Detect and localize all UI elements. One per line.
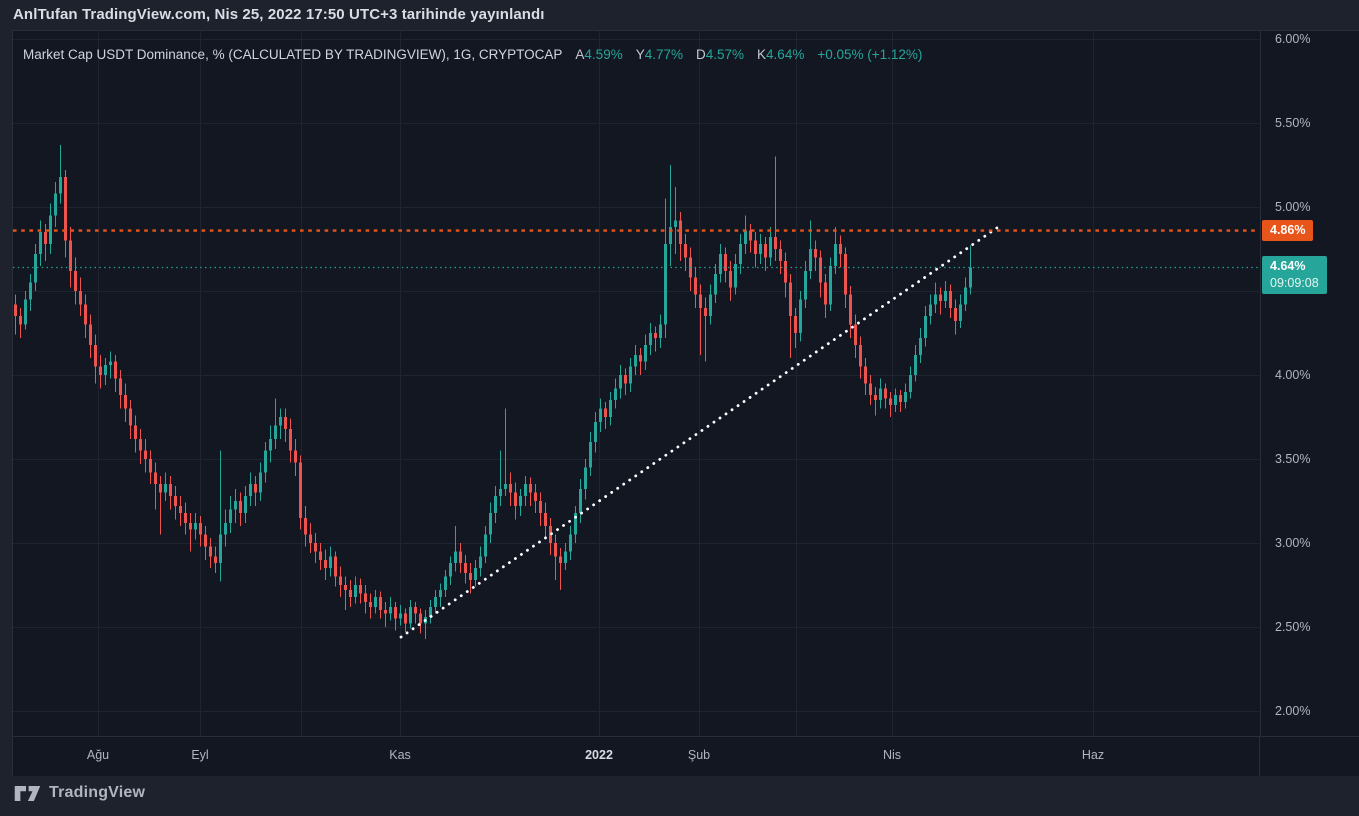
- chart-panel[interactable]: Market Cap USDT Dominance, % (CALCULATED…: [12, 30, 1359, 777]
- symbol-title: Market Cap USDT Dominance, % (CALCULATED…: [23, 47, 563, 62]
- axis-corner-separator: [1259, 737, 1260, 777]
- time-axis[interactable]: Ağu Eyl Kas 2022 Şub Nis Haz: [13, 736, 1359, 777]
- low-label: D: [696, 47, 706, 62]
- close-value: 4.64%: [766, 47, 805, 62]
- time-tick-label: 2022: [585, 748, 613, 762]
- symbol-legend[interactable]: Market Cap USDT Dominance, % (CALCULATED…: [23, 47, 922, 65]
- high-label: Y: [635, 47, 645, 62]
- last-price-value: 4.64%: [1270, 259, 1306, 274]
- candlestick-chart-canvas[interactable]: [13, 31, 1259, 736]
- tradingview-logo-icon: [14, 785, 41, 801]
- price-tick-label: 5.00%: [1275, 200, 1311, 214]
- time-tick-label: Şub: [687, 748, 711, 762]
- time-tick-label: Nis: [882, 748, 902, 762]
- close-label: K: [757, 47, 767, 62]
- tradingview-brand-text: TradingView: [49, 784, 146, 801]
- high-value: 4.77%: [644, 47, 683, 62]
- price-tick-label: 3.00%: [1275, 536, 1311, 550]
- last-price-badge[interactable]: 4.64% 09:09:08: [1262, 256, 1327, 295]
- open-label: A: [575, 47, 585, 62]
- time-tick-label: Eyl: [191, 748, 209, 762]
- time-tick-label: Ağu: [86, 748, 110, 762]
- price-tick-label: 5.50%: [1275, 116, 1311, 130]
- bar-countdown: 09:09:08: [1270, 276, 1319, 291]
- price-tick-label: 2.50%: [1275, 620, 1311, 634]
- publication-title: AnlTufan TradingView.com, Nis 25, 2022 1…: [13, 6, 545, 23]
- publication-titlebar: AnlTufan TradingView.com, Nis 25, 2022 1…: [0, 0, 1359, 30]
- low-value: 4.57%: [705, 47, 745, 62]
- price-tick-label: 3.50%: [1275, 452, 1311, 466]
- price-tick-label: 4.00%: [1275, 368, 1311, 382]
- resistance-price-badge[interactable]: 4.86%: [1262, 220, 1314, 242]
- open-value: 4.59%: [584, 47, 623, 62]
- change-value: +0.05% (+1.12%): [817, 47, 923, 62]
- tradingview-attribution-link[interactable]: TradingView: [14, 784, 145, 802]
- footer-bar: TradingView: [0, 775, 1359, 816]
- price-tick-label: 6.00%: [1275, 32, 1311, 46]
- price-axis[interactable]: 6.00% 5.50% 5.00% 4.00% 3.50% 3.00% 2.50% 2.00%…: [1260, 31, 1359, 736]
- time-tick-label: Kas: [389, 748, 411, 762]
- price-tick-label: 2.00%: [1275, 704, 1311, 718]
- time-tick-label: Haz: [1081, 748, 1105, 762]
